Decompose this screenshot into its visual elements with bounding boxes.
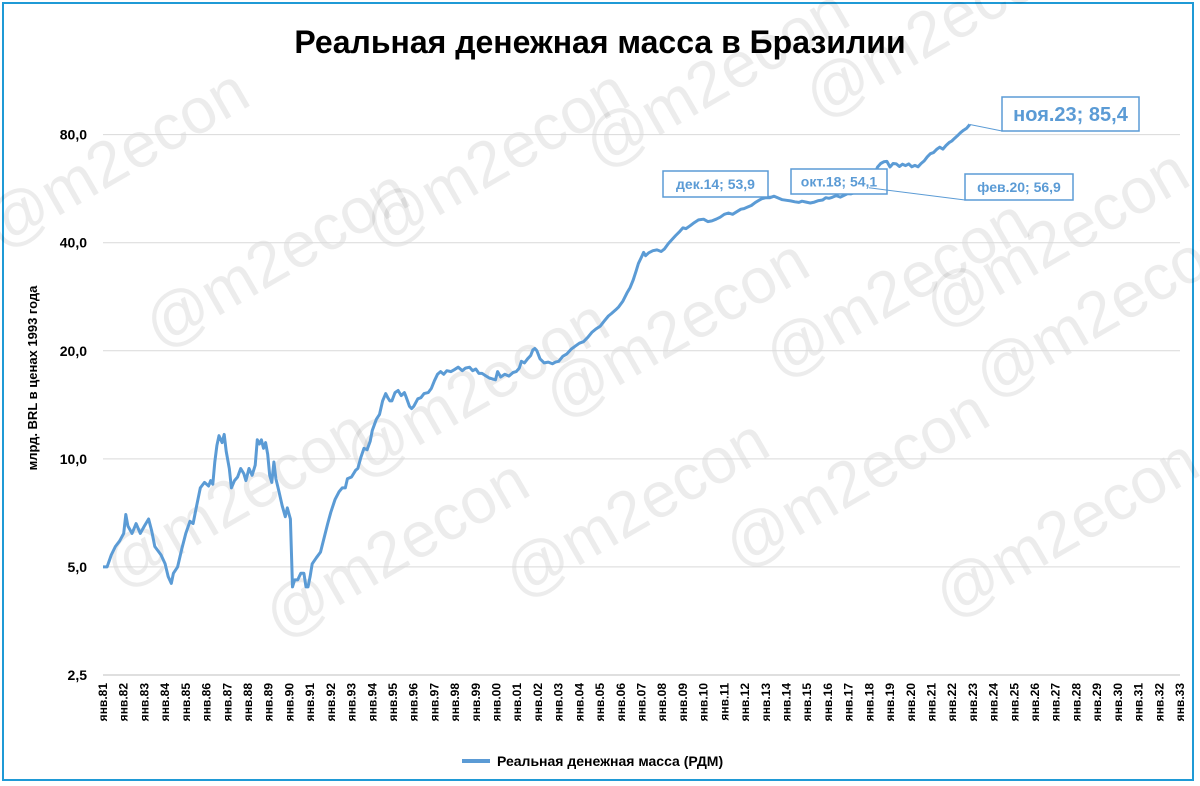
series-layer bbox=[103, 123, 971, 589]
legend: Реальная денежная масса (РДМ) bbox=[462, 753, 723, 769]
y-axis-label: млрд. BRL в ценах 1993 года bbox=[25, 285, 40, 471]
x-tick-label: янв.12 bbox=[738, 683, 752, 722]
x-tick-label: янв.97 bbox=[427, 683, 441, 722]
x-tick-label: янв.15 bbox=[800, 683, 814, 722]
x-tick-label: янв.10 bbox=[697, 683, 711, 722]
annotation-box bbox=[964, 173, 1074, 201]
annotation-box bbox=[1001, 96, 1140, 132]
x-tick-label: янв.33 bbox=[1173, 683, 1187, 722]
x-tick-label: янв.98 bbox=[448, 683, 462, 722]
y-tick-label: 80,0 bbox=[60, 127, 87, 143]
x-tick-label: янв.25 bbox=[1007, 683, 1021, 722]
annotation-label: дек.14; 53,9 bbox=[676, 176, 755, 192]
annotation-leader bbox=[868, 187, 966, 201]
x-tick-label: янв.16 bbox=[821, 683, 835, 722]
x-tick-label: янв.00 bbox=[490, 683, 504, 722]
x-tick-label: янв.13 bbox=[759, 683, 773, 722]
x-tick-label: янв.04 bbox=[572, 683, 586, 722]
x-tick-label: янв.22 bbox=[945, 683, 959, 722]
x-tick-label: янв.01 bbox=[510, 683, 524, 722]
x-tick-label: янв.82 bbox=[117, 683, 131, 722]
x-tick-label: янв.91 bbox=[303, 683, 317, 722]
annotation-box bbox=[662, 170, 769, 198]
x-tick-label: янв.07 bbox=[635, 683, 649, 722]
annotation-leader bbox=[969, 123, 1003, 132]
x-tick-label: янв.85 bbox=[179, 683, 193, 722]
x-tick-label: янв.99 bbox=[469, 683, 483, 722]
annotations-layer: дек.14; 53,9 окт.18; 54,1 фев.20; 56,9 ноя.… bbox=[662, 96, 1140, 201]
series-line bbox=[103, 123, 971, 589]
x-tick-label: янв.90 bbox=[282, 683, 296, 722]
x-tick-label: янв.95 bbox=[386, 683, 400, 722]
y-tick-label: 2,5 bbox=[68, 667, 88, 683]
x-tick-label: янв.21 bbox=[924, 683, 938, 722]
x-tick-label: янв.89 bbox=[262, 683, 276, 722]
x-tick-label: янв.18 bbox=[862, 683, 876, 722]
grid-lines bbox=[103, 134, 1180, 676]
chart-title: Реальная денежная масса в Бразилии bbox=[294, 24, 905, 60]
annotation-box bbox=[790, 168, 888, 195]
x-tick-label: янв.32 bbox=[1152, 683, 1166, 722]
x-tick-label: янв.87 bbox=[220, 683, 234, 722]
x-axis-ticks: янв.81 янв.82 янв.83 янв.84 янв.85 янв.86 янв.… bbox=[96, 683, 1187, 722]
x-tick-label: янв.30 bbox=[1111, 683, 1125, 722]
y-tick-label: 20,0 bbox=[60, 343, 87, 359]
x-tick-label: янв.24 bbox=[987, 683, 1001, 722]
x-tick-label: янв.09 bbox=[676, 683, 690, 722]
x-tick-label: янв.94 bbox=[365, 683, 379, 722]
x-tick-label: янв.27 bbox=[1049, 683, 1063, 722]
y-axis-ticks: 2,5 5,0 10,0 20,0 40,0 80,0 bbox=[60, 127, 87, 683]
y-tick-label: 5,0 bbox=[68, 559, 88, 575]
x-tick-label: янв.86 bbox=[200, 683, 214, 722]
watermark-text: @m2econ bbox=[0, 53, 260, 262]
x-tick-label: янв.02 bbox=[531, 683, 545, 722]
x-tick-label: янв.96 bbox=[407, 683, 421, 722]
x-tick-label: янв.14 bbox=[779, 683, 793, 722]
annotation-label: окт.18; 54,1 bbox=[801, 174, 878, 190]
x-tick-label: янв.29 bbox=[1090, 683, 1104, 722]
annotation-label: фев.20; 56,9 bbox=[977, 179, 1061, 195]
x-tick-label: янв.92 bbox=[324, 683, 338, 722]
x-tick-label: янв.20 bbox=[904, 683, 918, 722]
x-tick-label: янв.83 bbox=[137, 683, 151, 722]
legend-label: Реальная денежная масса (РДМ) bbox=[497, 753, 723, 769]
x-tick-label: янв.31 bbox=[1132, 683, 1146, 722]
x-tick-label: янв.08 bbox=[655, 683, 669, 722]
x-tick-label: янв.81 bbox=[96, 683, 110, 722]
annotation-label: ноя.23; 85,4 bbox=[1013, 104, 1129, 126]
x-tick-label: янв.84 bbox=[158, 683, 172, 722]
x-tick-label: янв.17 bbox=[842, 683, 856, 722]
x-tick-label: янв.06 bbox=[614, 683, 628, 722]
y-tick-label: 10,0 bbox=[60, 451, 87, 467]
x-tick-label: янв.23 bbox=[966, 683, 980, 722]
y-tick-label: 40,0 bbox=[60, 235, 87, 251]
x-tick-label: янв.88 bbox=[241, 683, 255, 722]
x-tick-label: янв.28 bbox=[1069, 683, 1083, 722]
x-tick-label: янв.05 bbox=[593, 683, 607, 722]
x-tick-label: янв.11 bbox=[717, 683, 731, 721]
x-tick-label: янв.03 bbox=[552, 683, 566, 722]
x-tick-label: янв.19 bbox=[883, 683, 897, 722]
x-tick-label: янв.26 bbox=[1028, 683, 1042, 722]
x-tick-label: янв.93 bbox=[345, 683, 359, 722]
